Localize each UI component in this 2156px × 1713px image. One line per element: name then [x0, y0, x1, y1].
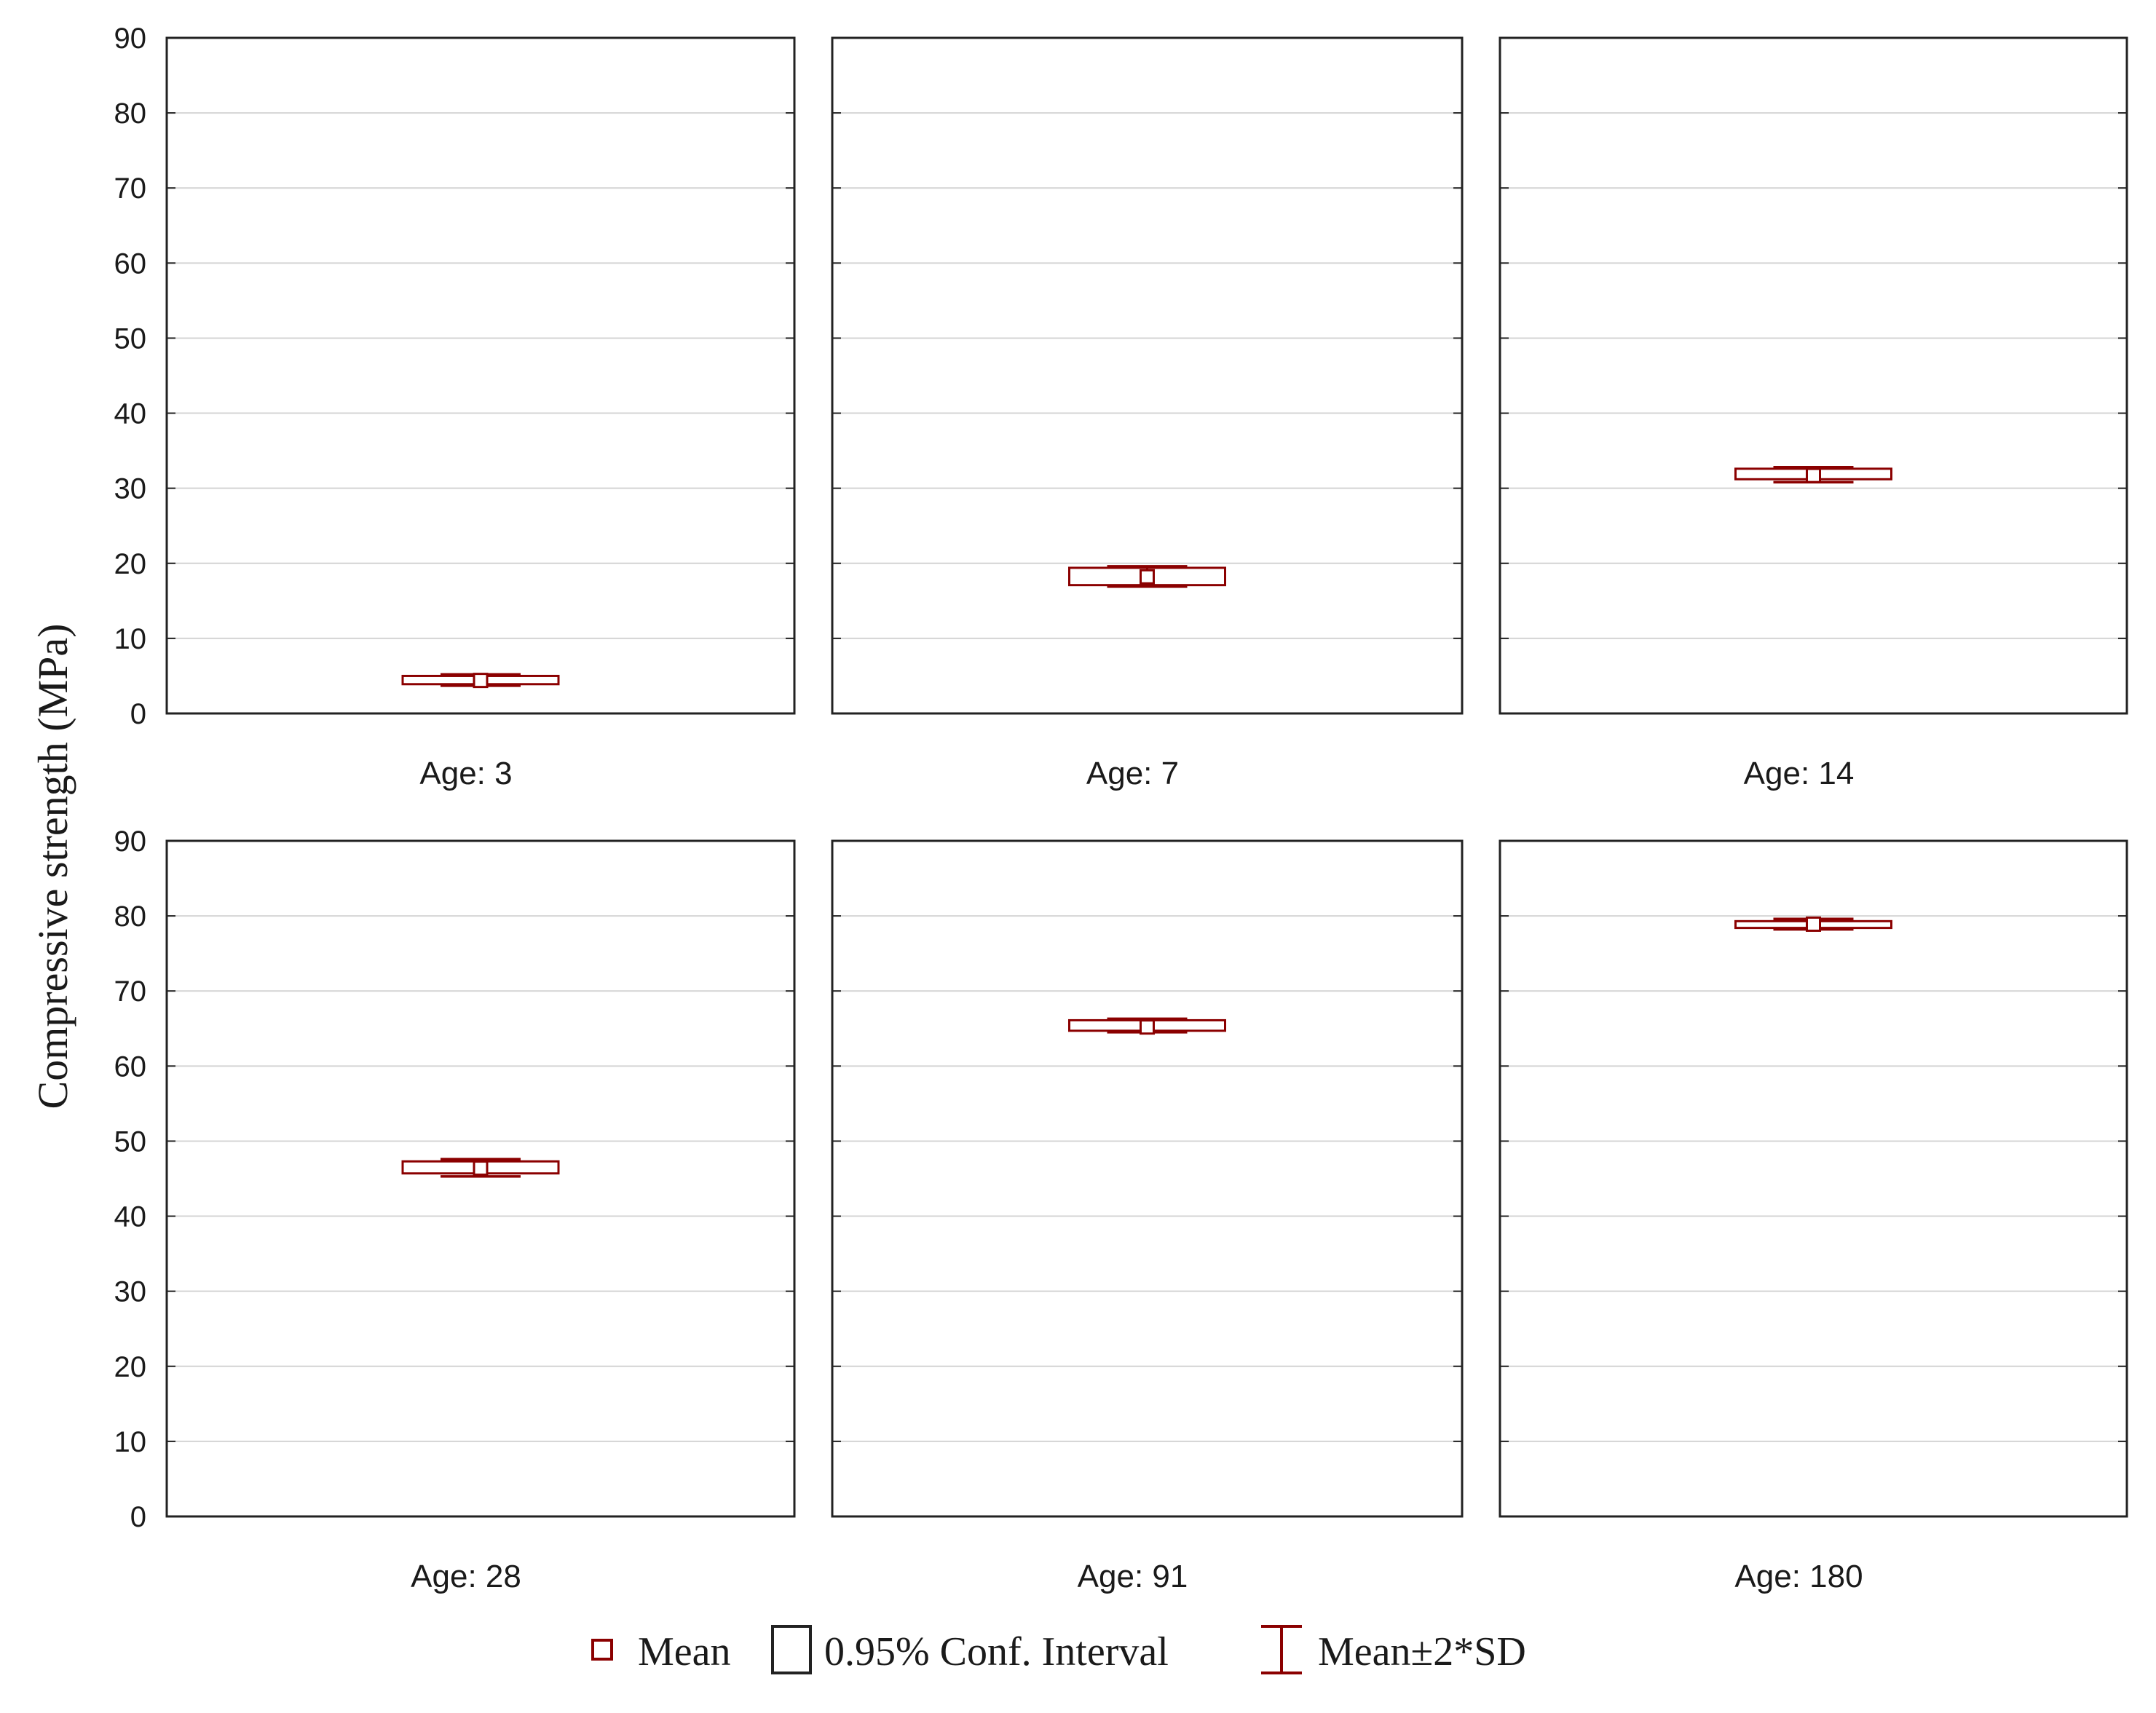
y-tick-label: 10: [114, 623, 147, 655]
panel-label: Age: 3: [419, 756, 512, 791]
panel-label: Age: 7: [1086, 756, 1179, 791]
panel-1: 0 10 20 30 40 50 60 70 80 90 Age: 3: [114, 23, 796, 791]
panel-3: Age: 14: [1498, 36, 2128, 791]
legend: Mean 0.95% Conf. Interval Mean±2*SD: [591, 1625, 1526, 1674]
y-tick-label: 30: [114, 473, 147, 505]
y-tick-label: 90: [114, 23, 147, 55]
legend-sd-icon: [1261, 1625, 1302, 1674]
legend-mean-icon: [591, 1639, 613, 1661]
y-tick-label: 60: [114, 248, 147, 280]
panel-frame: [1498, 36, 2128, 715]
legend-ci-icon: [771, 1625, 812, 1674]
y-tick-label: 90: [114, 826, 147, 858]
panel-frame: [831, 839, 1464, 1518]
y-tick-label: 40: [114, 1201, 147, 1233]
y-tick-label: 0: [130, 698, 146, 730]
y-tick-label: 80: [114, 901, 147, 933]
panel-label: Age: 14: [1744, 756, 1855, 791]
panel-2: Age: 7: [831, 36, 1464, 791]
y-tick-label: 20: [114, 548, 147, 580]
y-tick-label: 10: [114, 1426, 147, 1458]
ci-box: [1068, 566, 1226, 587]
y-tick-label: 30: [114, 1276, 147, 1308]
panel-frame: [1498, 839, 2128, 1518]
y-tick-label: 60: [114, 1051, 147, 1083]
panel-frame: [165, 36, 796, 715]
y-tick-label: 40: [114, 398, 147, 430]
panel-label: Age: 91: [1078, 1559, 1188, 1594]
mean-marker: [1806, 916, 1821, 932]
panel-5: Age: 91: [831, 839, 1464, 1594]
panel-4: 0 10 20 30 40 50 60 70 80 90 Age: 28: [114, 826, 796, 1594]
y-tick-label: 80: [114, 98, 147, 130]
panel-label: Age: 28: [411, 1559, 521, 1594]
y-tick-label: 0: [130, 1501, 146, 1533]
legend-label-ci: 0.95% Conf. Interval: [824, 1629, 1169, 1674]
panel-label: Age: 180: [1734, 1559, 1863, 1594]
y-tick-label: 50: [114, 1125, 147, 1158]
mean-marker: [1806, 467, 1821, 483]
y-tick-label: 50: [114, 323, 147, 355]
y-axis-label: Compressive strength (MPa): [29, 624, 76, 1109]
legend-label-sd: Mean±2*SD: [1318, 1629, 1526, 1674]
panel-frame: [165, 839, 796, 1518]
mean-marker: [473, 673, 489, 689]
legend-label-mean: Mean: [638, 1629, 731, 1674]
panel-frame: [831, 36, 1464, 715]
mean-marker: [1140, 569, 1155, 585]
mean-marker: [1140, 1019, 1155, 1035]
mean-marker: [473, 1160, 489, 1176]
panel-6: Age: 180: [1498, 839, 2128, 1594]
y-tick-label: 70: [114, 173, 147, 205]
panels: 0 10 20 30 40 50 60 70 80 90 Age: 3 Age: 7 Age: 14 0 1…: [114, 23, 2128, 1594]
y-tick-label: 70: [114, 976, 147, 1008]
y-tick-label: 20: [114, 1351, 147, 1383]
